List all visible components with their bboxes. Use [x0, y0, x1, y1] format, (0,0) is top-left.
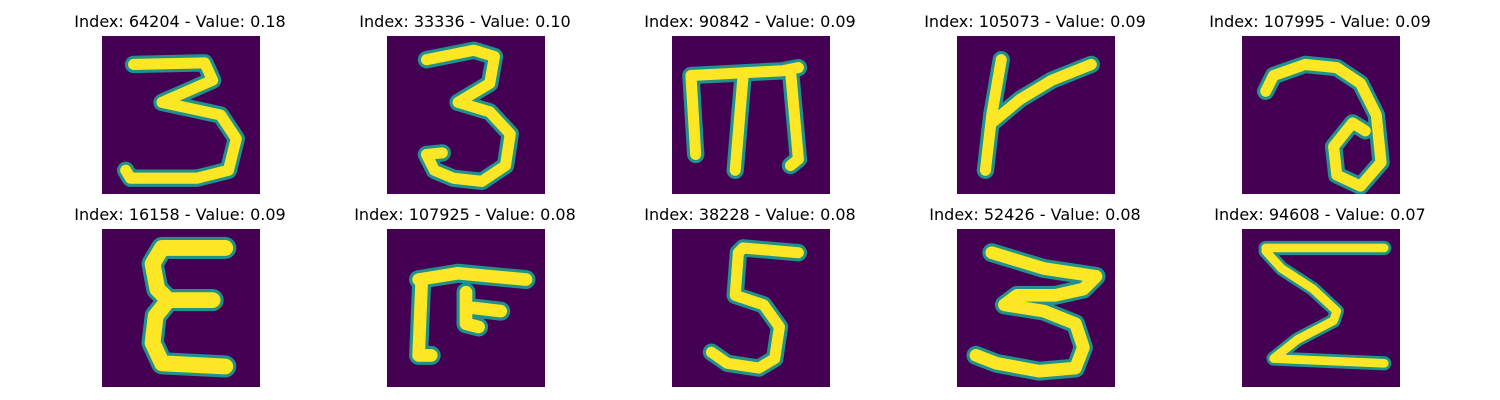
glyph-image-f: [387, 229, 545, 387]
glyph-image-m: [672, 36, 830, 194]
glyph-image-epsilon: [102, 229, 260, 387]
panel-title: Index: 94608 - Value: 0.07: [1214, 205, 1426, 224]
digit-image-three: [102, 36, 260, 194]
panel-title: Index: 38228 - Value: 0.08: [644, 205, 856, 224]
panel-title: Index: 105073 - Value: 0.09: [924, 12, 1146, 31]
digit-image-three: [387, 36, 545, 194]
panel-title: Index: 16158 - Value: 0.09: [74, 205, 286, 224]
glyph-image-k: [957, 36, 1115, 194]
panel-title: Index: 107925 - Value: 0.08: [354, 205, 576, 224]
panel-title: Index: 64204 - Value: 0.18: [74, 12, 286, 31]
glyph-image-a: [1242, 36, 1400, 194]
glyph-image-sigma: [1242, 229, 1400, 387]
panel-title: Index: 90842 - Value: 0.09: [644, 12, 856, 31]
panel-title: Index: 33336 - Value: 0.10: [359, 12, 571, 31]
digit-image-five: [672, 229, 830, 387]
panel-title: Index: 52426 - Value: 0.08: [929, 205, 1141, 224]
digit-image-three: [957, 229, 1115, 387]
panel-title: Index: 107995 - Value: 0.09: [1209, 12, 1431, 31]
